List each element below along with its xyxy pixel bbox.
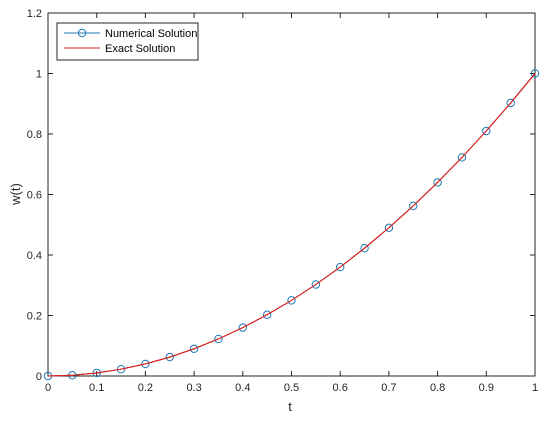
data-point-numerical bbox=[141, 359, 150, 369]
series-layer bbox=[43, 69, 540, 381]
x-tick-label: 0.2 bbox=[138, 382, 153, 394]
data-point-numerical bbox=[311, 280, 321, 289]
y-tick-label: 0.4 bbox=[27, 250, 42, 262]
x-tick-label: 0.4 bbox=[235, 382, 250, 394]
y-tick-label: 1 bbox=[36, 69, 42, 81]
data-point-numerical bbox=[238, 323, 248, 332]
x-axis-label: t bbox=[288, 399, 292, 414]
y-tick-label: 0 bbox=[36, 371, 42, 383]
legend-marker-numerical bbox=[77, 28, 87, 38]
y-tick-label: 0.8 bbox=[27, 129, 42, 141]
x-tick-label: 0.6 bbox=[333, 382, 348, 394]
x-tick-label: 0.9 bbox=[479, 382, 494, 394]
plot-area-box bbox=[47, 12, 536, 377]
legend: Numerical Solution Exact Solution bbox=[56, 22, 199, 61]
data-point-numerical bbox=[530, 69, 540, 78]
x-tick-label: 1 bbox=[532, 382, 538, 394]
y-axis-label: w(t) bbox=[8, 183, 23, 206]
data-point-numerical bbox=[287, 296, 296, 305]
data-point-numerical bbox=[165, 352, 174, 362]
x-tick-label: 0.5 bbox=[284, 382, 299, 394]
data-point-numerical bbox=[336, 262, 345, 272]
data-point-numerical bbox=[482, 126, 491, 136]
y-tick-label: 0.6 bbox=[27, 190, 42, 202]
x-tick-label: 0.8 bbox=[430, 382, 445, 394]
data-point-numerical bbox=[384, 223, 394, 232]
x-tick-label: 0.7 bbox=[381, 382, 396, 394]
data-point-numerical bbox=[506, 98, 515, 108]
series-line-exact-overlay bbox=[47, 73, 536, 377]
data-point-numerical bbox=[262, 310, 272, 319]
series-line-exact bbox=[47, 73, 536, 377]
data-point-numerical bbox=[360, 243, 369, 253]
data-point-numerical bbox=[214, 334, 223, 344]
axes: 0 0.1 0.2 0.3 0.4 0.5 0.6 0.7 0.8 0.9 1 0 0.2 0.4 0.6 0… bbox=[27, 8, 538, 394]
data-point-numerical bbox=[189, 344, 199, 353]
legend-label-numerical: Numerical Solution bbox=[105, 28, 197, 40]
data-point-numerical bbox=[457, 153, 467, 162]
x-tick-label: 0.1 bbox=[89, 382, 104, 394]
y-tick-label: 0.2 bbox=[27, 311, 42, 323]
x-tick-label: 0 bbox=[45, 382, 51, 394]
data-point-numerical bbox=[433, 178, 442, 187]
data-point-numerical bbox=[116, 364, 126, 374]
x-tick-label: 0.3 bbox=[186, 382, 201, 394]
data-point-numerical bbox=[409, 201, 418, 211]
legend-label-exact: Exact Solution bbox=[105, 43, 175, 55]
y-tick-label: 1.2 bbox=[27, 8, 42, 20]
series-line-numerical bbox=[47, 73, 536, 377]
